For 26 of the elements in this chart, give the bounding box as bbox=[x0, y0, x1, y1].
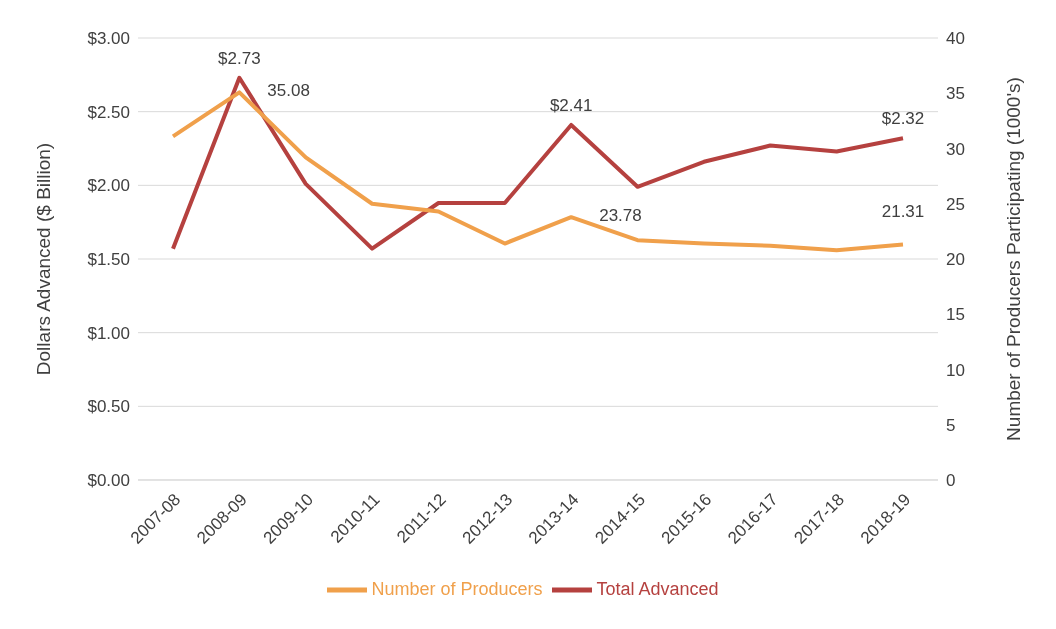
data-label: 35.08 bbox=[267, 81, 310, 101]
data-label: $2.32 bbox=[881, 109, 925, 129]
data-label: 21.31 bbox=[881, 201, 925, 221]
legend-label: Total Advanced bbox=[596, 578, 719, 599]
y-tick-label: $2.50 bbox=[87, 102, 130, 122]
y2-tick-label: 25 bbox=[946, 194, 965, 214]
y-axis-title: Dollars Advanced ($ Billion) bbox=[32, 142, 54, 376]
y2-tick-label: 20 bbox=[946, 250, 965, 270]
y-tick-label: $0.50 bbox=[87, 397, 130, 417]
y2-tick-label: 30 bbox=[946, 139, 965, 159]
y-tick-label: $3.00 bbox=[87, 29, 130, 49]
y-tick-label: $2.00 bbox=[87, 176, 130, 196]
data-label: $2.41 bbox=[549, 95, 593, 115]
y2-axis-title: Number of Producers Participating (1000's) bbox=[1002, 77, 1024, 441]
legend-label: Number of Producers bbox=[371, 578, 543, 599]
data-label: 23.78 bbox=[599, 206, 642, 226]
y-tick-label: $1.00 bbox=[87, 323, 130, 343]
y2-tick-label: 10 bbox=[946, 360, 965, 380]
y-tick-label: $0.00 bbox=[87, 471, 130, 491]
y2-tick-label: 15 bbox=[946, 305, 965, 325]
y-tick-label: $1.50 bbox=[87, 250, 130, 270]
y2-tick-label: 35 bbox=[946, 84, 965, 104]
data-label: $2.73 bbox=[218, 48, 261, 68]
y2-tick-label: 40 bbox=[946, 29, 965, 49]
y2-tick-label: 0 bbox=[946, 471, 956, 491]
y2-tick-label: 5 bbox=[946, 415, 956, 435]
